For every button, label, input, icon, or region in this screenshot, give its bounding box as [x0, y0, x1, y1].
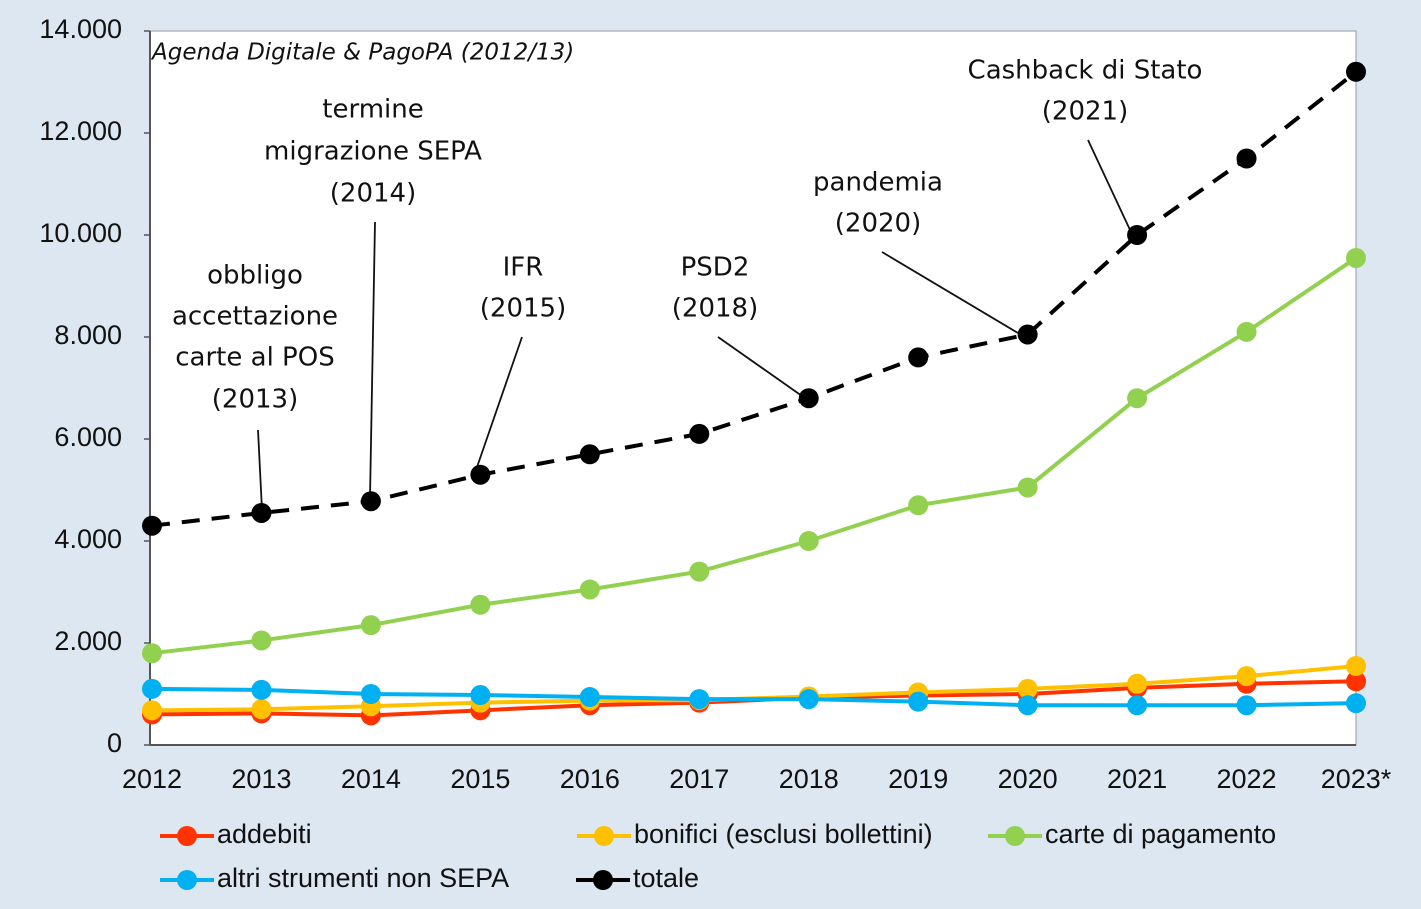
data-point [1346, 247, 1366, 268]
data-point [689, 689, 710, 710]
y-tick-label: 12.000 [39, 116, 122, 146]
data-point [1346, 671, 1366, 692]
annotation: Agenda Digitale & PagoPA (2012/13) [150, 40, 574, 66]
data-point [1236, 695, 1257, 716]
legend-label: carte di pagamento [1045, 819, 1276, 849]
y-tick-label: 0 [107, 728, 122, 758]
data-point [908, 495, 929, 516]
annotation-arrow [881, 251, 1019, 334]
legend-label: altri strumenti non SEPA [217, 863, 509, 893]
series-line [151, 686, 1357, 708]
y-tick-label: 6.000 [54, 422, 122, 452]
annotation: carte al POS [175, 343, 334, 373]
data-point [1017, 477, 1038, 498]
data-point [1127, 225, 1148, 245]
x-tick-label: 2016 [560, 764, 620, 794]
x-tick-label: 2013 [231, 764, 291, 794]
legend-marker [1005, 826, 1025, 846]
legend-marker [594, 826, 614, 846]
legend-marker [593, 870, 613, 890]
data-point [1236, 666, 1257, 687]
data-point [470, 464, 491, 485]
data-point [1127, 695, 1148, 716]
annotation: (2014) [330, 179, 416, 209]
data-point [251, 679, 272, 700]
x-tick-label: 2015 [450, 764, 510, 794]
data-point [579, 444, 600, 465]
data-point [360, 491, 381, 512]
annotation: accettazione [172, 302, 338, 332]
data-point [1127, 673, 1148, 694]
data-point [798, 388, 819, 409]
series-line [151, 256, 1358, 656]
data-point [908, 347, 929, 368]
data-point [1017, 678, 1038, 699]
annotation: (2015) [480, 294, 566, 324]
annotation: obbligo [207, 261, 303, 291]
annotation: Cashback di Stato [968, 56, 1203, 86]
legend-label: bonifici (esclusi bollettini) [634, 819, 933, 849]
data-point [579, 687, 600, 708]
x-tick-label: 2020 [998, 764, 1058, 794]
x-tick-label: 2019 [888, 764, 948, 794]
data-point [251, 630, 272, 651]
annotation: (2021) [1042, 97, 1128, 127]
x-tick-label: 2022 [1217, 764, 1277, 794]
series-line [151, 70, 1358, 528]
data-point [142, 515, 162, 536]
data-point [1346, 693, 1366, 714]
x-tick-label: 2018 [779, 764, 839, 794]
data-point [360, 615, 381, 636]
data-point [689, 423, 710, 444]
x-tick-label: 2017 [669, 764, 729, 794]
data-point [251, 699, 272, 720]
data-point [470, 594, 491, 615]
x-tick-label: 2012 [122, 764, 182, 794]
annotation: IFR [503, 253, 544, 283]
data-point [798, 689, 819, 710]
data-point [142, 678, 162, 699]
x-tick-label: 2014 [341, 764, 401, 794]
legend-marker [177, 826, 197, 846]
data-point [142, 643, 162, 664]
annotation-arrow [257, 429, 263, 511]
annotation: migrazione SEPA [264, 137, 482, 167]
annotation: (2013) [212, 385, 298, 415]
annotation-arrow [717, 336, 803, 397]
data-point [1127, 388, 1148, 409]
legend-marker [177, 870, 197, 890]
x-tick-label: 2023* [1321, 764, 1392, 794]
y-tick-label: 10.000 [39, 218, 122, 248]
data-point [579, 579, 600, 600]
annotation: (2020) [835, 209, 921, 239]
annotation: PSD2 [681, 253, 750, 283]
y-tick-label: 4.000 [54, 524, 122, 554]
data-point [1236, 148, 1257, 169]
data-point [1017, 695, 1038, 716]
data-point [1236, 321, 1257, 342]
data-point [1017, 324, 1038, 345]
y-tick-label: 2.000 [54, 626, 122, 656]
legend-label: addebiti [217, 819, 312, 849]
data-point [251, 502, 272, 523]
annotation-arrow [475, 336, 523, 471]
annotation: (2018) [672, 294, 758, 324]
annotation: pandemia [813, 168, 943, 198]
data-point [142, 700, 162, 721]
data-point [798, 531, 819, 551]
data-point [689, 561, 710, 582]
data-point [908, 691, 929, 712]
annotation-arrow [1087, 139, 1132, 233]
data-point [360, 684, 381, 704]
data-point [470, 685, 491, 706]
annotation-arrow [369, 221, 376, 499]
x-tick-label: 2021 [1107, 764, 1167, 794]
data-point [1346, 61, 1366, 82]
y-tick-label: 8.000 [54, 320, 122, 350]
annotation: termine [322, 95, 423, 125]
legend-label: totale [633, 863, 699, 893]
data-point [1346, 655, 1366, 676]
y-tick-label: 14.000 [39, 14, 122, 44]
